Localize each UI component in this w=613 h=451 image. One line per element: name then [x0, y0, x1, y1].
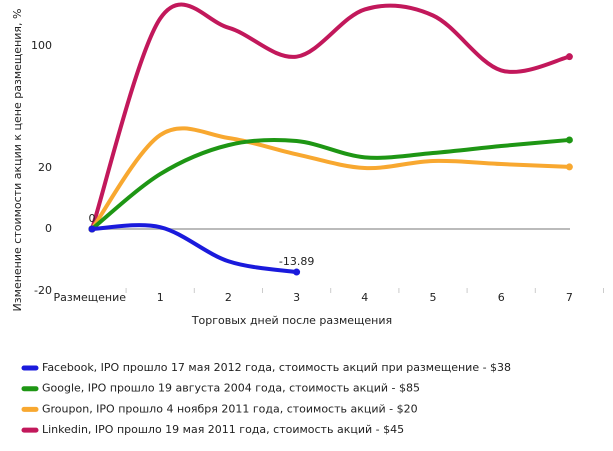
legend-label: Groupon, IPO прошло 4 ноября 2011 года, … — [42, 402, 418, 415]
y-tick-label: 20 — [38, 161, 52, 174]
y-tick-label: 100 — [31, 39, 52, 52]
end-dot — [565, 136, 573, 144]
y-tick-label: -20 — [34, 284, 52, 297]
x-tick-label: 1 — [157, 291, 164, 304]
x-tick-label: 7 — [566, 291, 573, 304]
data-label: -13.89 — [279, 255, 314, 268]
x-tick-label: 4 — [361, 291, 368, 304]
legend-label: Linkedin, IPO прошло 19 мая 2011 года, с… — [42, 423, 404, 436]
end-dot — [293, 268, 301, 276]
end-dot — [565, 163, 573, 171]
y-axis-label: Изменение стоимости акции к цене размеще… — [11, 9, 24, 312]
legend-label: Google, IPO прошло 19 августа 2004 года,… — [42, 382, 420, 395]
end-dot — [565, 53, 573, 61]
series-line — [90, 126, 572, 231]
y-tick-label: 0 — [45, 222, 52, 235]
legend-label: Facebook, IPO прошло 17 мая 2012 года, с… — [42, 361, 511, 374]
series-line — [90, 223, 299, 275]
x-axis-label: Торговых дней после размещения — [191, 314, 392, 327]
series-line — [90, 137, 572, 231]
data-label: 0 — [89, 212, 96, 225]
end-dot — [88, 225, 96, 233]
x-tick-label: 5 — [430, 291, 437, 304]
x-tick-label: 2 — [225, 291, 232, 304]
series-line — [90, 2, 572, 231]
x-tick-label: 3 — [293, 291, 300, 304]
x-tick-label: 6 — [498, 291, 505, 304]
x-tick-label: Размещение — [53, 291, 126, 304]
